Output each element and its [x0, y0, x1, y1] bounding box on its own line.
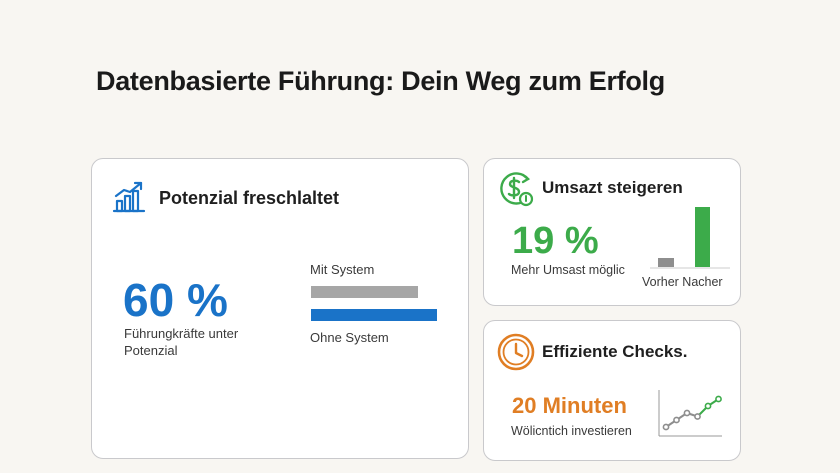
trend-point: [662, 423, 670, 431]
key-value-description: Wölicntich investieren: [511, 424, 632, 438]
clock-icon: [497, 333, 535, 371]
trend-point: [704, 402, 712, 410]
card-heading: Umsazt steigeren: [542, 178, 683, 197]
key-value: 60 %: [123, 274, 228, 326]
key-value-description: Führungkräfte unter Potenzial: [124, 326, 239, 358]
bar-label-mit-system: Mit System: [310, 262, 375, 277]
chart-label: Vorher Nacher: [642, 275, 723, 289]
bar-ohne-system: [311, 309, 437, 321]
trend-point: [683, 409, 691, 417]
key-value: 19 %: [512, 220, 599, 262]
dollar-growth-icon: [500, 172, 534, 207]
key-value-description: Mehr Umsast möglic: [511, 263, 625, 277]
trend-point: [715, 395, 722, 403]
bar-nacher: [695, 207, 710, 267]
bar-chart-growth-icon: [112, 181, 146, 213]
trend-point: [673, 416, 680, 424]
bar-mit-system: [311, 286, 418, 298]
trend-chart: [658, 390, 722, 437]
card-potenzial: Potenzial freschlaltet 60 % Führungkräft…: [91, 158, 469, 459]
card-heading: Potenzial freschlaltet: [159, 188, 340, 208]
trend-point: [694, 413, 701, 420]
key-value: 20 Minuten: [512, 393, 627, 418]
page-title: Datenbasierte Führung: Dein Weg zum Erfo…: [96, 66, 665, 96]
bar-label-ohne-system: Ohne System: [310, 330, 389, 345]
bar-vorher: [658, 258, 674, 267]
card-heading: Effiziente Checks.: [542, 342, 688, 361]
card-umsatz: Umsazt steigeren 19 % Mehr Umsast möglic…: [483, 158, 741, 306]
card-checks: Effiziente Checks. 20 Minuten Wölicntich…: [483, 320, 741, 461]
vorher-nacher-chart: [650, 207, 730, 269]
